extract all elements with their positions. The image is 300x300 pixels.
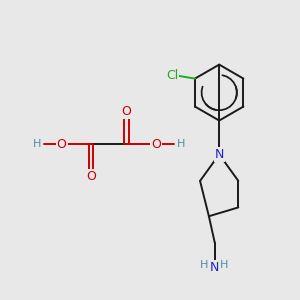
Text: O: O (151, 138, 161, 151)
Text: N: N (214, 148, 224, 161)
Text: O: O (122, 105, 131, 118)
Text: H: H (177, 139, 185, 148)
Text: H: H (32, 139, 41, 148)
Text: O: O (57, 138, 67, 151)
Text: H: H (220, 260, 229, 270)
Text: O: O (86, 170, 96, 183)
Text: Cl: Cl (166, 69, 178, 82)
Text: N: N (210, 261, 220, 274)
Text: H: H (200, 260, 208, 270)
